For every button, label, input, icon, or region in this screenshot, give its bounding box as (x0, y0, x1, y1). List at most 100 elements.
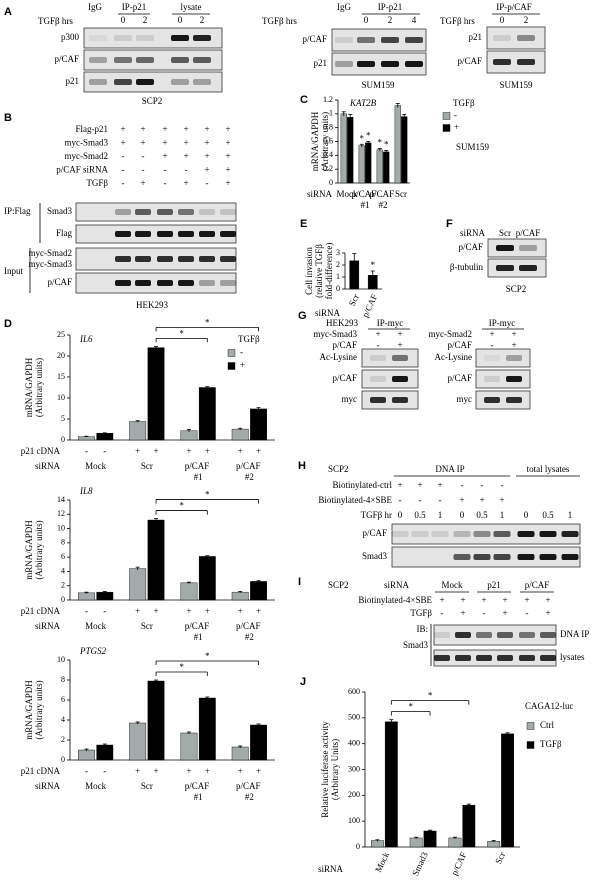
sign: + (511, 340, 516, 350)
panel-letter: A (4, 6, 12, 18)
row-label: lysates (560, 652, 585, 662)
bar (250, 581, 267, 601)
row-label: Flag (56, 228, 73, 238)
row-label: myc-Smad2 (65, 151, 109, 161)
y-tick-label: 3 (336, 248, 340, 257)
legend-swatch (442, 112, 451, 120)
sign: + (499, 495, 504, 505)
row-label: Smad3 (47, 206, 73, 216)
x-tick-label: p/CAF #2 (236, 621, 263, 642)
x-tick-label: Scr (347, 292, 361, 307)
bar (250, 408, 267, 441)
sign: - (439, 495, 442, 505)
sign: + (524, 595, 529, 605)
sign: + (375, 329, 380, 339)
lane-label: 0 (178, 15, 183, 25)
legend-swatch (442, 124, 451, 132)
blot-band (115, 231, 131, 237)
blot-band (561, 531, 579, 537)
blot-band (453, 554, 471, 560)
y-tick-label: 14 (57, 495, 65, 504)
blot-strip (486, 26, 546, 50)
bar (231, 428, 249, 441)
sign: 1 (438, 510, 443, 520)
legend-label: - (240, 347, 243, 357)
sign: + (162, 138, 167, 148)
blot-band (540, 632, 556, 638)
lane-label: 0 (121, 15, 126, 25)
y-tick-label: 0.2 (323, 164, 333, 173)
sign: + (205, 606, 210, 616)
sign: 0 (460, 510, 465, 520)
sign: + (154, 606, 159, 616)
significance: * (378, 137, 383, 147)
treatment-label: TGFβ hrs (262, 16, 297, 26)
row-label: p21 cDNA (21, 766, 61, 776)
blot-band (335, 37, 353, 43)
sign: + (120, 124, 125, 134)
row-label: myc-Smad3 (314, 329, 358, 339)
y-tick-label: 0 (329, 178, 333, 187)
row-label: DNA IP (560, 629, 589, 639)
group-label: p/CAF (525, 580, 550, 590)
legend-swatch (227, 349, 236, 357)
row-label: TGFβ hr (361, 510, 392, 520)
x-tick-label: Scr (395, 189, 407, 199)
lane-label: p/CAF (516, 228, 541, 238)
row-label: β-tubulin (450, 262, 484, 272)
sign: - (164, 165, 167, 175)
row-label: TGFβ (410, 608, 432, 618)
legend-label: + (454, 122, 459, 132)
y-tick-label: 10 (57, 655, 65, 664)
sign: - (441, 608, 444, 618)
sign: + (489, 329, 494, 339)
blot-band (171, 79, 189, 85)
row-label: p21 cDNA (21, 606, 61, 616)
row-label: p/CAF (332, 373, 357, 383)
blot-band (519, 655, 535, 661)
bar (78, 592, 95, 601)
sign: + (256, 766, 261, 776)
y-tick-label: 0 (61, 595, 65, 604)
blot-band (517, 531, 535, 537)
blot-strip (75, 202, 237, 222)
blot-band (539, 554, 557, 560)
bar (371, 840, 384, 848)
sign: 0.5 (476, 510, 488, 520)
sign: - (419, 495, 422, 505)
blot-band (135, 256, 151, 262)
sign: + (417, 480, 422, 490)
blot-strip (475, 369, 531, 389)
blot-band (171, 35, 189, 41)
sign: - (491, 340, 494, 350)
sign: - (103, 446, 106, 456)
treatment-label: siRNA (460, 228, 486, 238)
sign: + (479, 495, 484, 505)
bar (78, 749, 95, 761)
blot-band (496, 265, 514, 271)
blot-band (220, 256, 236, 262)
blot-band (434, 632, 450, 638)
y-axis-label: (Arbitrary units) (34, 358, 44, 417)
sign: + (183, 124, 188, 134)
blot-band (517, 554, 535, 560)
blot-band (493, 554, 511, 560)
y-tick-label: 25 (57, 330, 65, 339)
group-label: IP-p/CAF (496, 2, 532, 12)
y-tick-label: 10 (57, 393, 65, 402)
blot-band (506, 355, 522, 361)
bar (96, 433, 114, 441)
blot-band (455, 632, 471, 638)
blot-strip (331, 52, 427, 76)
blot-strip (487, 258, 547, 278)
sign: + (225, 165, 230, 175)
bar (401, 116, 408, 184)
blot-band (432, 554, 449, 560)
blot-band (434, 655, 450, 661)
sign: - (164, 178, 167, 188)
lane-label: Scr (499, 228, 511, 238)
blot-band (178, 256, 194, 262)
blot-band (496, 245, 514, 251)
sign: + (135, 766, 140, 776)
